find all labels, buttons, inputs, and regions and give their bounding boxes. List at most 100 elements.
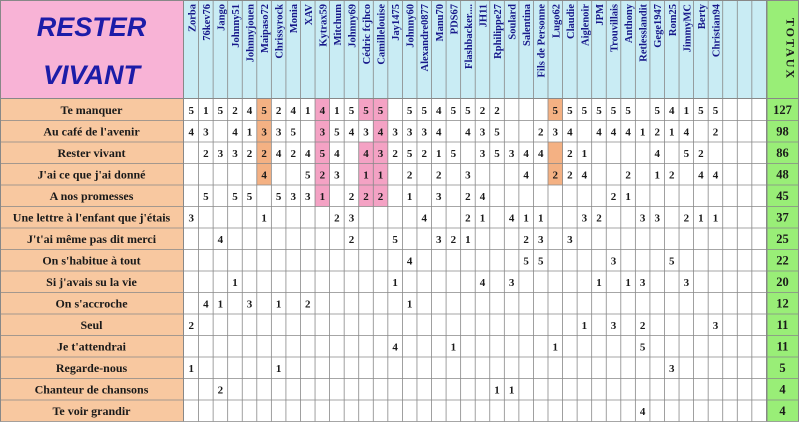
vote-cell: 2: [567, 169, 573, 181]
vote-cell: 3: [378, 148, 384, 160]
highlight-pink-cell: [358, 185, 374, 207]
vote-cell: 1: [582, 148, 588, 160]
vote-cell: 4: [654, 148, 660, 160]
vote-cell: 3: [640, 277, 646, 289]
vote-cell: 1: [582, 320, 588, 332]
vote-cell: 1: [538, 212, 544, 224]
vote-cell: 4: [349, 126, 355, 138]
song-total: 86: [776, 146, 789, 160]
vote-cell: 4: [276, 148, 282, 160]
vote-cell: 5: [698, 105, 704, 117]
song-title: Seul: [80, 318, 103, 332]
vote-cell: 1: [247, 126, 253, 138]
song-column-band: [0, 99, 183, 422]
vote-cell: 4: [596, 126, 602, 138]
vote-cell: 5: [290, 126, 296, 138]
vote-cell: 5: [523, 255, 529, 267]
vote-cell: 2: [320, 169, 326, 181]
vote-cell: 4: [611, 126, 617, 138]
vote-cell: 4: [290, 105, 296, 117]
vote-cell: 5: [582, 105, 588, 117]
vote-cell: 5: [305, 169, 311, 181]
vote-cell: 2: [218, 384, 224, 396]
vote-cell: 5: [465, 105, 471, 117]
vote-cell: 3: [538, 234, 544, 246]
vote-cell: 3: [713, 320, 719, 332]
song-title: Au café de l'avenir: [43, 124, 140, 138]
song-total: 20: [776, 275, 789, 289]
song-title: A nos promesses: [50, 189, 134, 203]
song-total: 12: [776, 296, 789, 310]
totaux-header-cell: [767, 0, 798, 98]
highlight-orange-cell: [256, 120, 272, 142]
vote-cell: 1: [698, 212, 704, 224]
vote-cell: 4: [305, 148, 311, 160]
vote-cell: 2: [232, 105, 238, 117]
song-total: 98: [776, 124, 789, 138]
highlight-pink-cell: [373, 185, 388, 207]
vote-cell: 3: [218, 148, 224, 160]
vote-cell: 3: [465, 169, 471, 181]
player-name: Johnnyjouen: [246, 4, 257, 63]
player-name: JH11: [478, 4, 489, 27]
vote-cell: 5: [378, 105, 384, 117]
vote-cell: 1: [625, 191, 631, 203]
vote-cell: 2: [611, 191, 617, 203]
total-column-band: [767, 99, 798, 422]
highlight-pink-cell: [358, 99, 374, 121]
totaux-header-label: TOTAUX: [784, 18, 798, 80]
vote-cell: 1: [305, 105, 311, 117]
player-name: Retlesslandit: [639, 3, 650, 61]
vote-cell: 2: [203, 148, 209, 160]
highlight-pink-cell: [358, 142, 374, 164]
vote-cell: 4: [261, 169, 267, 181]
vote-cell: 5: [363, 105, 369, 117]
vote-cell: 4: [247, 105, 253, 117]
vote-cell: 5: [320, 148, 326, 160]
vote-cell: 3: [509, 148, 515, 160]
song-title: Te manquer: [61, 103, 124, 117]
vote-cell: 4: [232, 126, 238, 138]
highlight-pink-cell: [315, 185, 330, 207]
vote-cell: 1: [509, 384, 515, 396]
vote-cell: 4: [421, 212, 427, 224]
vote-cell: 5: [494, 148, 500, 160]
highlight-orange-cell: [256, 99, 272, 121]
vote-cell: 1: [494, 384, 500, 396]
vote-cell: 2: [465, 212, 471, 224]
player-name: Salentina: [522, 3, 533, 46]
player-name: JPM: [595, 4, 606, 26]
vote-cell: 5: [640, 341, 646, 353]
player-name: Berty: [697, 3, 708, 29]
player-name: Chrissyrock: [275, 4, 286, 59]
player-name: PDS67: [449, 4, 460, 34]
vote-cell: 5: [218, 105, 224, 117]
player-name: Kytrax59: [318, 4, 329, 47]
player-name: Johnny51: [231, 4, 242, 48]
vote-cell: 1: [261, 212, 267, 224]
vote-cell: 2: [567, 148, 573, 160]
vote-cell: 3: [669, 363, 675, 375]
vote-cell: 5: [451, 105, 457, 117]
vote-cell: 4: [436, 126, 442, 138]
vote-cell: 4: [538, 148, 544, 160]
vote-cell: 2: [523, 234, 529, 246]
vote-cell: 4: [713, 169, 719, 181]
vote-cell: 2: [261, 148, 267, 160]
vote-cell: 1: [407, 191, 413, 203]
vote-cell: 3: [247, 298, 253, 310]
player-name: Maipaso72: [260, 4, 271, 53]
vote-cell: 5: [203, 191, 209, 203]
player-name: Claudie: [566, 4, 577, 39]
song-total: 5: [779, 361, 785, 375]
vote-cell: 3: [421, 126, 427, 138]
song-total: 4: [779, 404, 786, 418]
vote-cell: 4: [189, 126, 195, 138]
vote-cell: 5: [451, 148, 457, 160]
vote-cell: 3: [334, 169, 340, 181]
vote-cell: 2: [480, 105, 486, 117]
vote-cell: 1: [480, 212, 486, 224]
vote-cell: 1: [465, 234, 471, 246]
song-title: J't'ai même pas dit merci: [27, 232, 157, 246]
